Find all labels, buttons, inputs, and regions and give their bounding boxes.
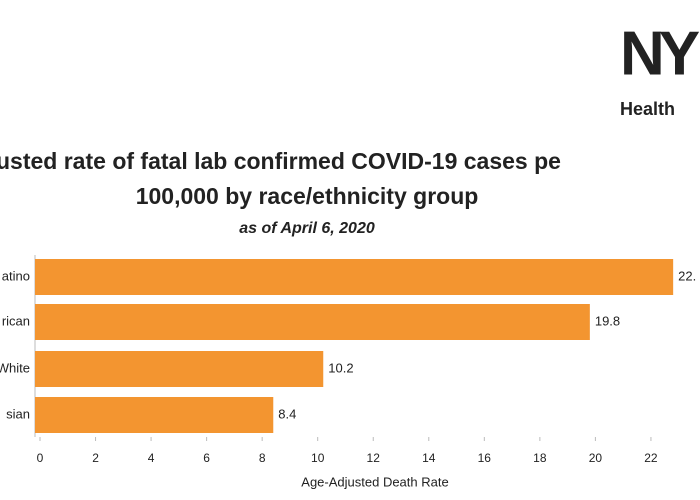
value-label: 10.2: [328, 360, 353, 375]
x-tick-label: 4: [148, 451, 155, 465]
x-tick-label: 12: [367, 451, 381, 465]
bar: [35, 304, 590, 340]
x-tick-label: 14: [422, 451, 436, 465]
x-tick-label: 2: [92, 451, 99, 465]
x-axis-label: Age-Adjusted Death Rate: [301, 474, 448, 489]
y-tick-label: rican: [2, 313, 30, 328]
value-label: 8.4: [278, 406, 296, 421]
chart-title: usted rate of fatal lab confirmed COVID-…: [0, 148, 561, 174]
bar: [35, 397, 274, 433]
bar: [35, 351, 324, 387]
logo-mark: NY: [620, 19, 700, 88]
y-tick-label: atino: [2, 268, 30, 283]
x-tick-label: 16: [478, 451, 492, 465]
x-tick-label: 10: [311, 451, 325, 465]
x-tick-label: 6: [203, 451, 210, 465]
bar: [35, 259, 674, 295]
x-tick-label: 0: [37, 451, 44, 465]
value-label: 22.: [678, 268, 696, 283]
value-label: 19.8: [595, 313, 620, 328]
y-tick-label: sian: [6, 406, 30, 421]
x-tick-label: 8: [259, 451, 266, 465]
chart-subtitle: as of April 6, 2020: [239, 220, 375, 237]
x-tick-label: 18: [533, 451, 547, 465]
x-tick-label: 20: [589, 451, 603, 465]
y-tick-label: White: [0, 360, 30, 375]
x-tick-label: 22: [644, 451, 658, 465]
chart-title: 100,000 by race/ethnicity group: [136, 183, 479, 209]
logo-text: Health: [620, 99, 675, 119]
